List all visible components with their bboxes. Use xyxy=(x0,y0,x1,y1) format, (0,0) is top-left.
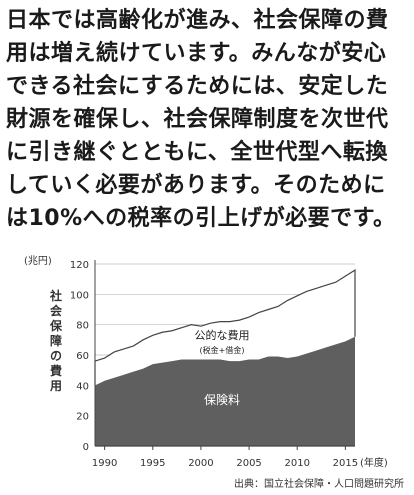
paragraph-line: に引き継ぐとともに、全世代型へ転換 xyxy=(6,140,388,165)
x-tick-label: 1995 xyxy=(140,458,165,469)
y-tick-label: 120 xyxy=(70,260,89,271)
series-area-insurance xyxy=(95,336,355,446)
series-area-public-cost xyxy=(95,270,355,386)
y-tick-label: 20 xyxy=(76,412,89,423)
body-paragraph: 日本では高齢化が進み、社会保障の費 用は増え続けています。みんなが安心 できる社… xyxy=(6,4,410,235)
y-tick-label: 40 xyxy=(76,381,89,392)
x-tick-label: 1990 xyxy=(92,458,117,469)
y-tick-label: 60 xyxy=(76,351,89,362)
social-security-cost-chart: (兆円) 社会保障の費用 0 20 40 60 80 100 120 1990 1995 2000… xyxy=(24,255,404,490)
y-axis-title: 社会保障の費用 xyxy=(49,288,63,393)
paragraph-line: 財源を確保し、社会保障制度を次世代 xyxy=(6,107,389,132)
y-unit-label: (兆円) xyxy=(24,255,52,267)
x-tick-label: 2005 xyxy=(236,458,261,469)
x-unit-label: (年度) xyxy=(360,456,388,469)
lower-area-label: 保険料 xyxy=(204,393,240,407)
series-line-public-cost xyxy=(94,268,356,386)
upper-area-sublabel: (税金+借金) xyxy=(200,345,245,355)
source-note: 出典：国立社会保障・人口問題研究所 xyxy=(234,477,404,490)
x-tick-label: 2015 xyxy=(333,458,358,469)
y-tick-label: 100 xyxy=(70,290,89,301)
x-tick-label: 2010 xyxy=(284,458,309,469)
paragraph-line: 日本では高齢化が進み、社会保障の費 xyxy=(6,8,389,33)
paragraph-line: 用は増え続けています。みんなが安心 xyxy=(6,41,387,66)
paragraph-line: していく必要があります。そのために xyxy=(6,173,386,198)
upper-area-label: 公的な費用 xyxy=(195,328,250,342)
paragraph-line: は10%への税率の引上げが必要です。 xyxy=(6,206,396,231)
x-tick-label: 2000 xyxy=(188,458,213,469)
y-tick-label: 0 xyxy=(83,442,89,453)
paragraph-line: できる社会にするためには、安定した xyxy=(6,74,389,99)
y-tick-label: 80 xyxy=(76,321,89,332)
plot-area: 0 20 40 60 80 100 120 1990 1995 2000 2005 2010 2015 公… xyxy=(70,260,358,469)
